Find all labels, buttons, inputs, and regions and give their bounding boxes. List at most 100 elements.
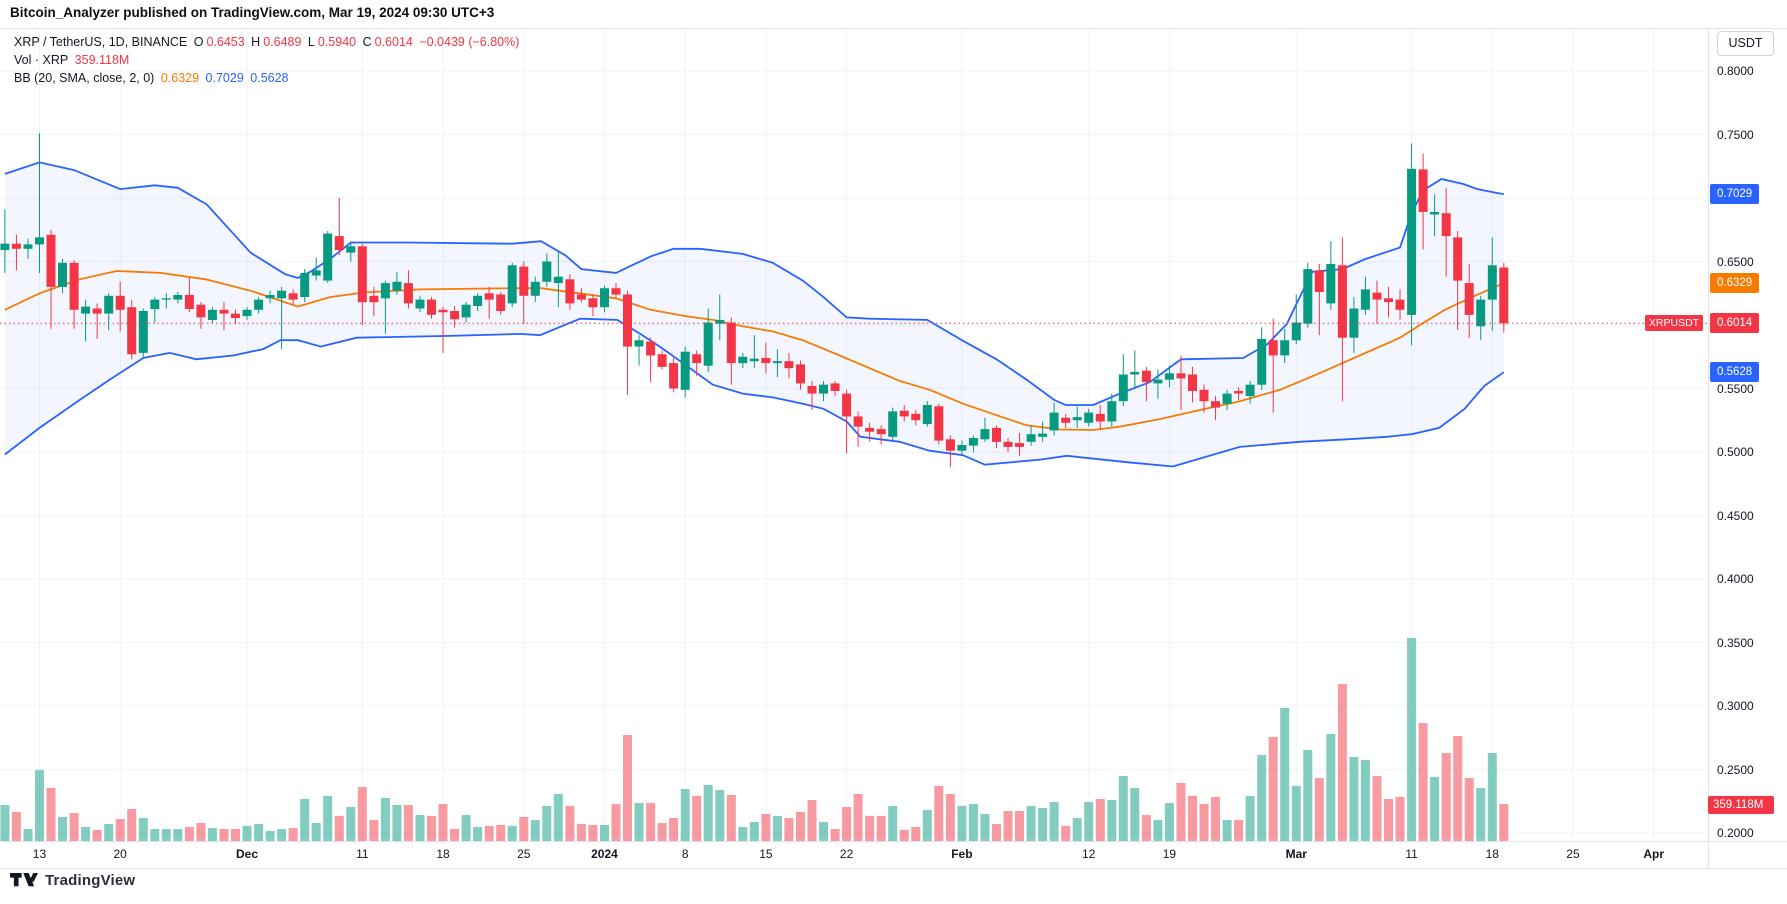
volume-bar[interactable] <box>265 831 275 841</box>
volume-bar[interactable] <box>1084 802 1094 841</box>
volume-bar[interactable] <box>1487 753 1497 841</box>
candle-body[interactable] <box>865 427 875 432</box>
volume-bar[interactable] <box>703 785 713 841</box>
candle-body[interactable] <box>553 276 563 284</box>
volume-bar[interactable] <box>1360 760 1370 841</box>
candle-body[interactable] <box>1384 298 1393 303</box>
candle-body[interactable] <box>58 262 67 287</box>
candle-body[interactable] <box>968 438 978 446</box>
volume-bar[interactable] <box>473 827 483 841</box>
candle-body[interactable] <box>957 445 967 451</box>
volume-bar[interactable] <box>934 785 944 841</box>
candle-body[interactable] <box>888 411 898 437</box>
volume-bar[interactable] <box>968 804 978 841</box>
candle-body[interactable] <box>1418 169 1428 212</box>
bb-lower-label[interactable]: 0.5628 <box>1710 362 1759 383</box>
candle-body[interactable] <box>1153 379 1163 384</box>
volume-bar[interactable] <box>357 787 367 841</box>
volume-bar[interactable] <box>484 825 494 841</box>
last-price-label[interactable]: 0.6014 <box>1710 313 1759 334</box>
candle-body[interactable] <box>1164 373 1174 380</box>
candle-body[interactable] <box>450 311 460 320</box>
volume-bar[interactable] <box>1211 797 1220 841</box>
candle-body[interactable] <box>277 290 287 299</box>
candle-body[interactable] <box>692 354 702 364</box>
candle-body[interactable] <box>1038 433 1048 437</box>
volume-bar[interactable] <box>138 818 148 841</box>
candle-body[interactable] <box>1026 434 1036 442</box>
volume-bar[interactable] <box>1176 783 1186 841</box>
volume-bar[interactable] <box>588 825 598 841</box>
bb-upper-label[interactable]: 0.7029 <box>1710 184 1759 205</box>
volume-bar[interactable] <box>23 829 33 841</box>
volume-label[interactable]: 359.118M <box>1708 796 1774 814</box>
volume-bar[interactable] <box>749 822 759 841</box>
volume-bar[interactable] <box>369 820 379 841</box>
candle-body[interactable] <box>784 361 794 369</box>
candle-body[interactable] <box>1049 412 1059 431</box>
candle-body[interactable] <box>542 261 552 282</box>
volume-bar[interactable] <box>311 823 321 841</box>
volume-bar[interactable] <box>415 815 425 841</box>
volume-bar[interactable] <box>1476 788 1486 841</box>
candle-body[interactable] <box>496 294 506 312</box>
candle-body[interactable] <box>242 309 252 317</box>
candle-body[interactable] <box>323 233 333 281</box>
volume-bar[interactable] <box>334 815 344 841</box>
volume-bar[interactable] <box>196 823 206 841</box>
candle-body[interactable] <box>911 413 921 421</box>
candle-body[interactable] <box>231 313 240 318</box>
volume-bar[interactable] <box>865 815 875 841</box>
volume-bar[interactable] <box>127 809 137 841</box>
candle-body[interactable] <box>680 351 690 390</box>
candle-body[interactable] <box>646 341 656 356</box>
volume-bar[interactable] <box>1349 757 1359 841</box>
candle-body[interactable] <box>519 266 529 296</box>
volume-bar[interactable] <box>1245 795 1255 841</box>
volume-bar[interactable] <box>219 829 229 841</box>
candle-body[interactable] <box>1487 265 1497 300</box>
candle-body[interactable] <box>1326 264 1336 304</box>
candle-body[interactable] <box>254 299 264 310</box>
volume-bar[interactable] <box>11 812 21 841</box>
volume-bar[interactable] <box>161 829 171 841</box>
volume-bar[interactable] <box>1268 737 1278 841</box>
volume-bar[interactable] <box>69 813 79 841</box>
candle-body[interactable] <box>1430 212 1440 215</box>
volume-bar[interactable] <box>81 827 91 841</box>
volume-bar[interactable] <box>1049 802 1059 841</box>
volume-bar[interactable] <box>1372 776 1382 841</box>
volume-bar[interactable] <box>1280 708 1290 841</box>
volume-bar[interactable] <box>888 805 898 841</box>
volume-bar[interactable] <box>1384 799 1393 841</box>
volume-bar[interactable] <box>184 827 194 841</box>
volume-bar[interactable] <box>576 824 586 841</box>
candle-body[interactable] <box>369 295 379 303</box>
volume-bar[interactable] <box>1015 811 1024 841</box>
candle-body[interactable] <box>357 246 367 303</box>
candle-body[interactable] <box>1199 389 1209 402</box>
candle-body[interactable] <box>738 356 748 364</box>
candle-body[interactable] <box>507 265 517 304</box>
volume-bar[interactable] <box>1395 797 1405 841</box>
candle-body[interactable] <box>300 272 310 297</box>
volume-bar[interactable] <box>1337 684 1347 841</box>
volume-bar[interactable] <box>115 819 125 841</box>
candle-body[interactable] <box>876 429 886 435</box>
volume-bar[interactable] <box>231 829 240 841</box>
candle-body[interactable] <box>899 410 909 417</box>
candle-body[interactable] <box>830 383 840 391</box>
currency-unit-button[interactable]: USDT <box>1717 31 1774 56</box>
volume-bar[interactable] <box>242 825 252 841</box>
candle-body[interactable] <box>623 294 632 347</box>
candle-body[interactable] <box>1141 370 1151 383</box>
bb-basis-label[interactable]: 0.6329 <box>1710 273 1759 294</box>
candle-body[interactable] <box>703 322 713 366</box>
volume-bar[interactable] <box>634 803 644 841</box>
candle-body[interactable] <box>1337 265 1347 338</box>
candle-body[interactable] <box>1476 299 1486 327</box>
candle-body[interactable] <box>853 416 863 427</box>
candle-body[interactable] <box>1015 443 1024 447</box>
candle-body[interactable] <box>1349 308 1359 338</box>
